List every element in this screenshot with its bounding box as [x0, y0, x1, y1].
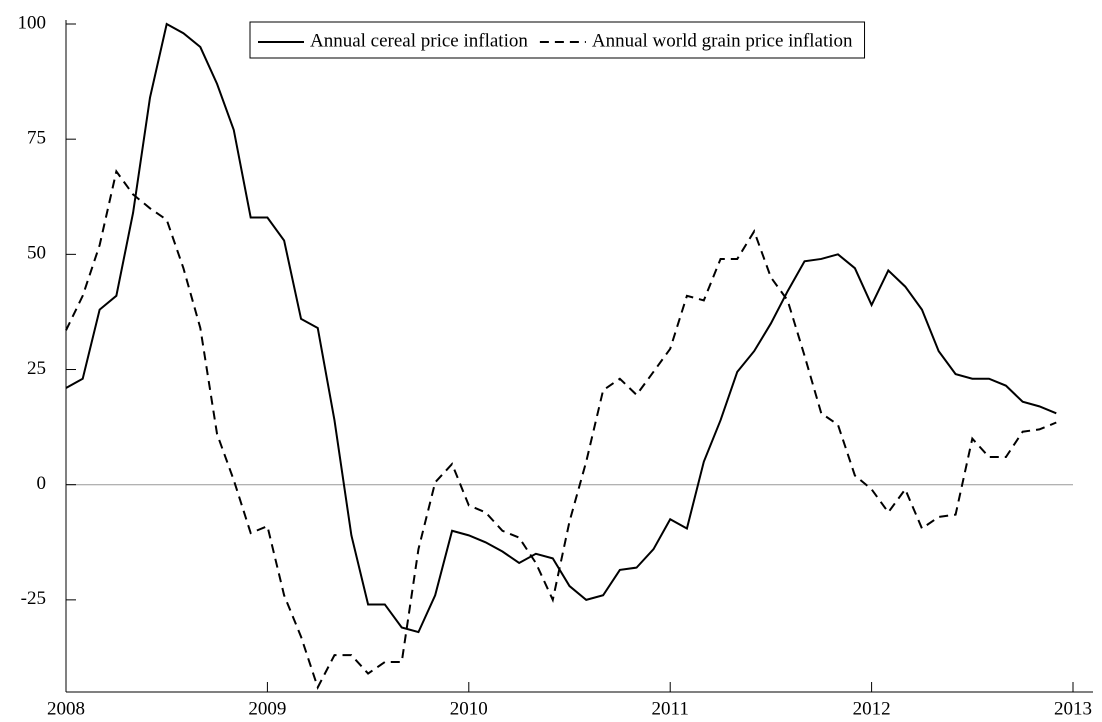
y-tick-label: 100: [18, 12, 47, 33]
series-line: [65, 169, 1057, 690]
y-tick-label: 0: [37, 473, 47, 494]
x-tick-label: 2011: [652, 698, 689, 719]
x-tick-label: 2013: [1054, 698, 1092, 719]
y-tick-label: 75: [27, 128, 46, 149]
series-line: [65, 22, 1057, 634]
y-tick-label: 25: [27, 358, 46, 379]
legend-label: Annual cereal price inflation: [310, 30, 528, 51]
x-tick-label: 2009: [248, 698, 286, 719]
x-tick-label: 2012: [853, 698, 891, 719]
legend: Annual cereal price inflation Annual worl…: [249, 21, 866, 59]
legend-box: [249, 21, 866, 59]
y-tick-label: 50: [27, 243, 46, 264]
y-tick-label: -25: [21, 588, 46, 609]
legend-label: Annual world grain price inflation: [592, 30, 853, 51]
x-tick-label: 2008: [47, 698, 85, 719]
x-tick-label: 2010: [450, 698, 488, 719]
